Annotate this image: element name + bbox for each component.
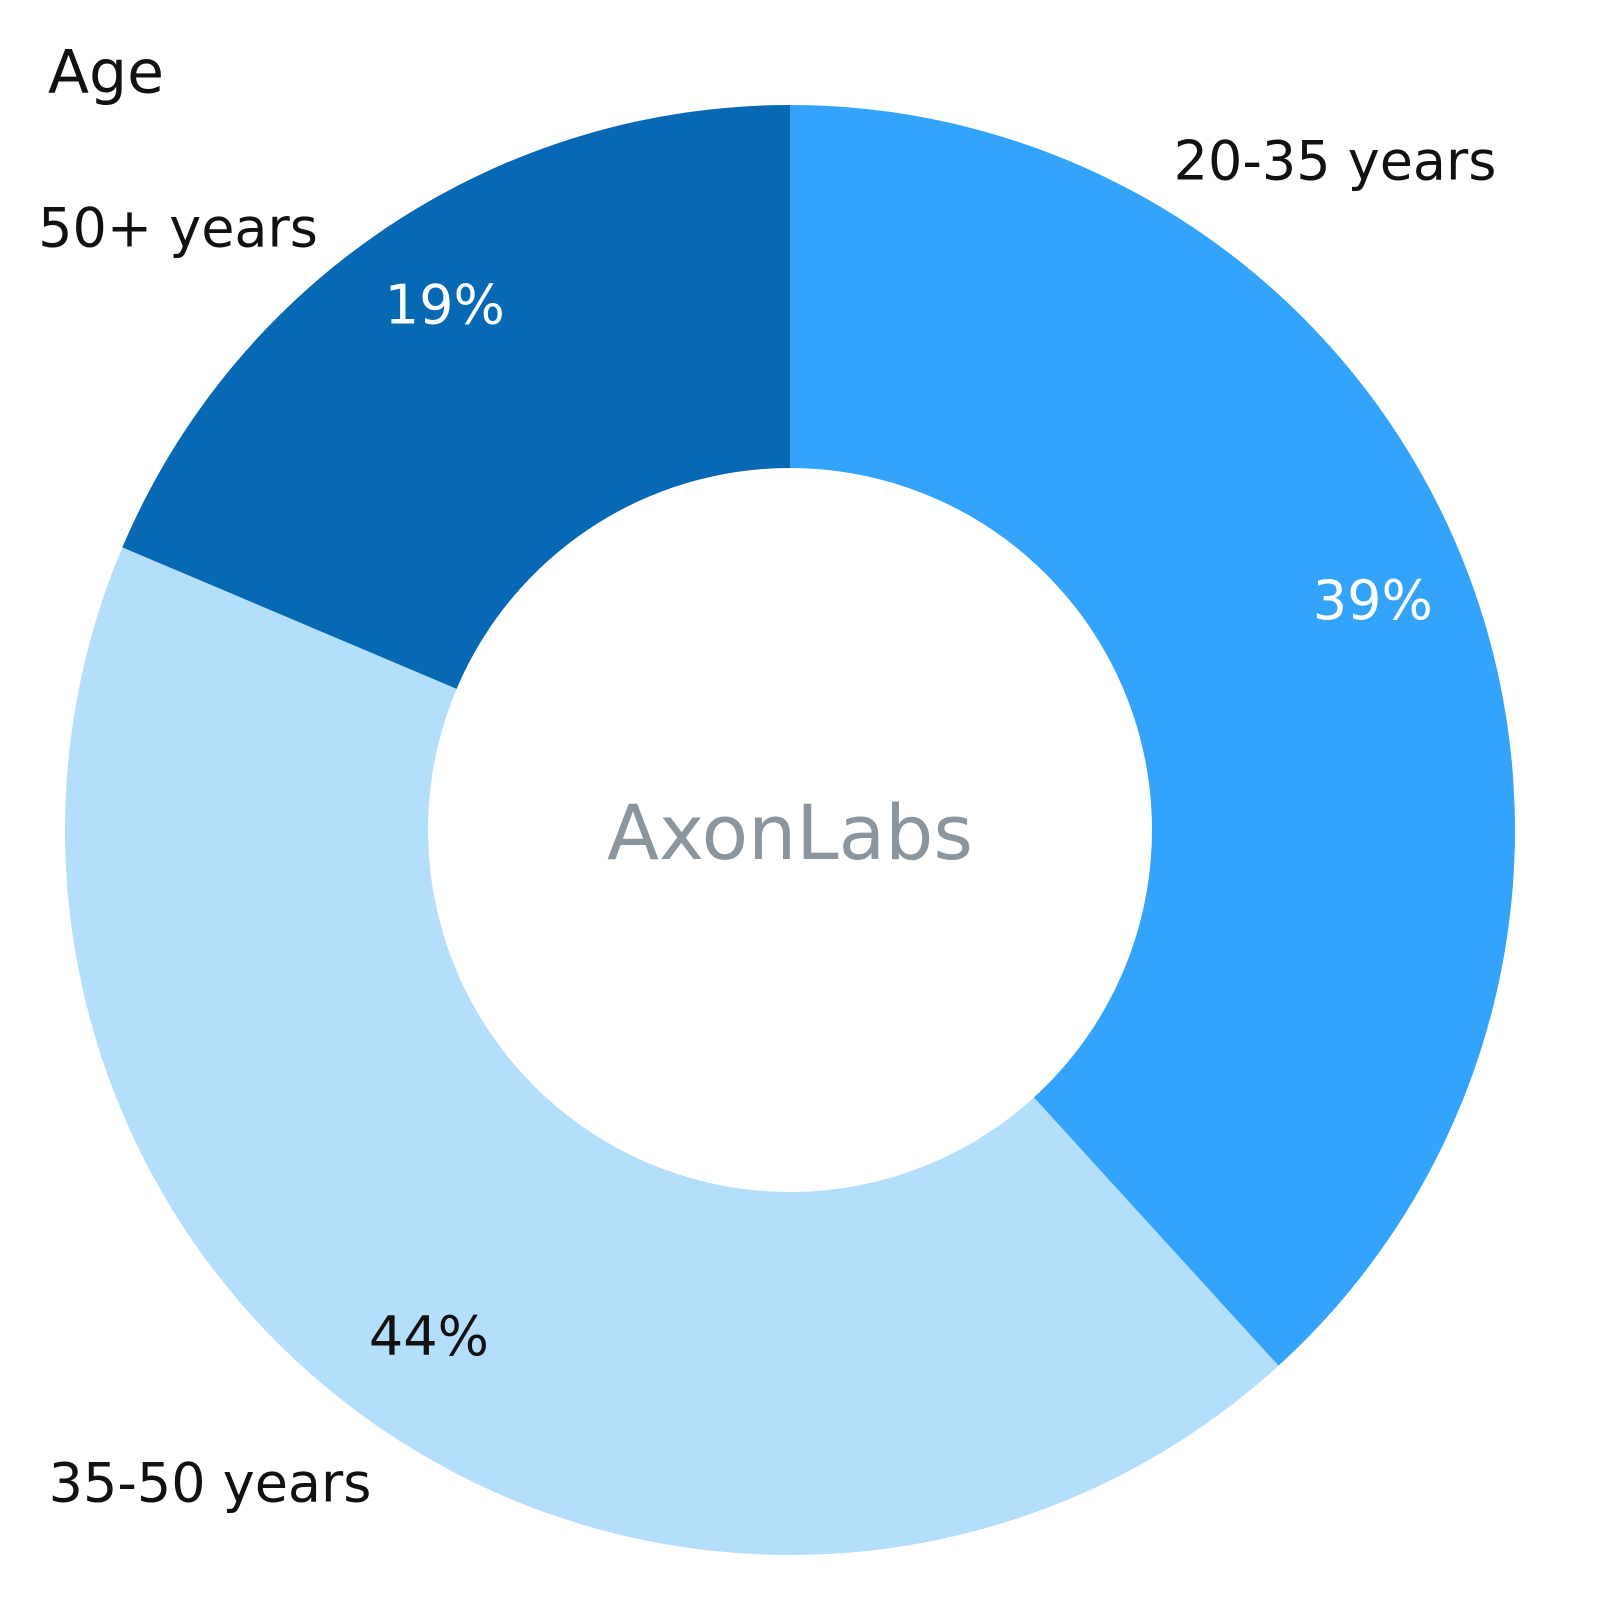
- donut-slice: [790, 105, 1516, 1366]
- value-label: 19%: [385, 274, 505, 337]
- value-label: 39%: [1313, 569, 1433, 632]
- value-label: 44%: [369, 1305, 489, 1368]
- category-label: 35-50 years: [49, 1452, 372, 1515]
- category-label: 20-35 years: [1174, 130, 1497, 193]
- category-label: 50+ years: [38, 197, 318, 260]
- donut-slice: [64, 547, 1279, 1555]
- chart-title: Age: [48, 38, 164, 108]
- center-text: AxonLabs: [607, 788, 973, 877]
- donut-slice: [122, 105, 790, 689]
